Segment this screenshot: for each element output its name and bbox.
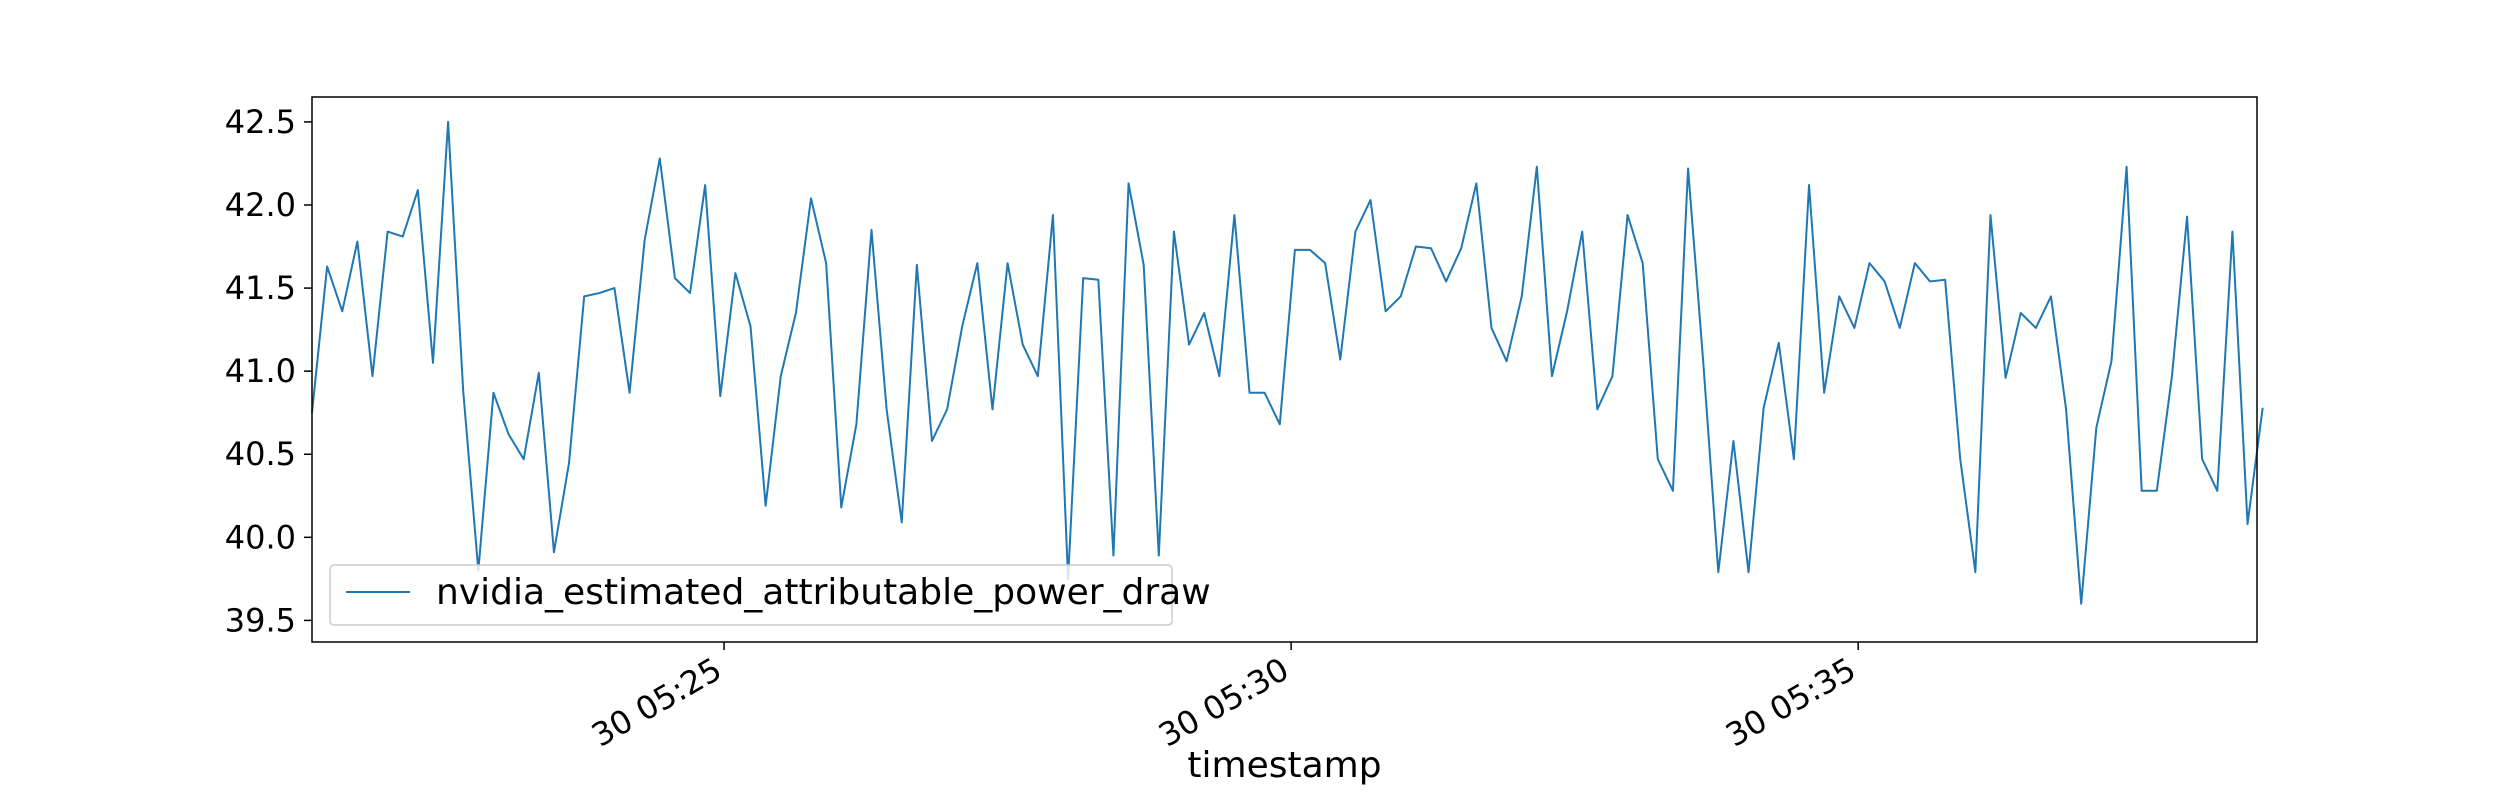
y-tick-label: 41.0 [225, 352, 296, 390]
y-tick-label: 42.0 [225, 186, 296, 224]
y-tick-label: 42.5 [225, 103, 296, 141]
legend-box [329, 564, 1173, 626]
y-tick-label: 39.5 [225, 601, 296, 639]
plot-frame [311, 96, 2258, 643]
y-axis: 39.5 40.0 40.5 41.0 41.5 42.0 42.5 [225, 103, 312, 639]
y-tick-label: 40.5 [225, 435, 296, 473]
legend: nvidia_estimated_attributable_power_draw [329, 564, 1211, 626]
series-layer [311, 120, 2264, 605]
series-line-0 [311, 120, 2264, 605]
y-tick-label: 40.0 [225, 518, 296, 556]
y-tick-label: 41.5 [225, 269, 296, 307]
legend-label: nvidia_estimated_attributable_power_draw [436, 572, 1211, 613]
x-axis-label: timestamp [1187, 745, 1381, 786]
